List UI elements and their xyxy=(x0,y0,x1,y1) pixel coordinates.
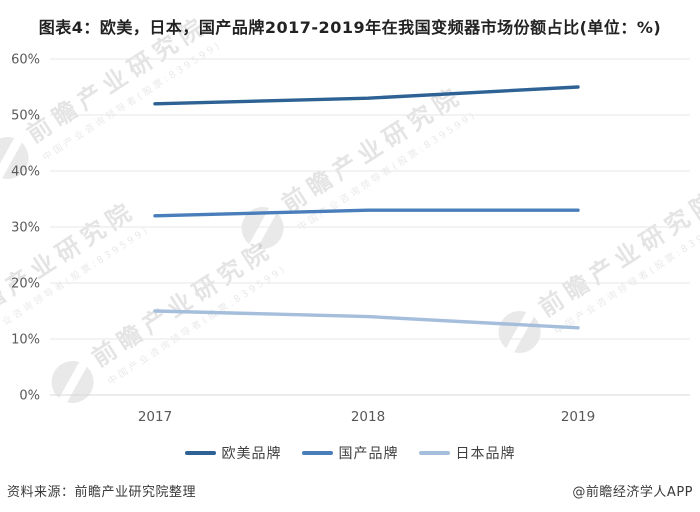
legend-item: 日本品牌 xyxy=(418,443,516,463)
legend-swatch xyxy=(301,451,333,455)
legend-item: 欧美品牌 xyxy=(184,443,282,463)
x-tick-label: 2018 xyxy=(351,409,385,425)
y-tick-label: 30% xyxy=(11,221,40,236)
source-note: 资料来源：前瞻产业研究院整理 xyxy=(7,485,197,500)
legend-label: 日本品牌 xyxy=(455,446,516,462)
y-tick-label: 50% xyxy=(11,109,40,124)
line-chart: 0% 10% 20% 30% 40% 50% 60% 2017 2018 2019 xyxy=(11,53,690,425)
y-tick-label: 0% xyxy=(19,389,40,404)
series-line xyxy=(153,208,580,218)
y-tick-label: 10% xyxy=(11,333,40,348)
legend-swatch xyxy=(418,451,450,455)
legend-swatch xyxy=(184,451,216,455)
y-tick-label: 60% xyxy=(11,53,40,68)
footer: 资料来源：前瞻产业研究院整理 @前瞻经济学人APP xyxy=(0,481,700,500)
chart-legend: 欧美品牌 国产品牌 日本品牌 xyxy=(0,443,700,463)
legend-label: 欧美品牌 xyxy=(221,446,282,462)
x-tick-label: 2019 xyxy=(561,409,595,425)
series-line xyxy=(153,309,580,330)
legend-label: 国产品牌 xyxy=(338,446,399,462)
y-tick-label: 40% xyxy=(11,165,40,180)
brand-credit: @前瞻经济学人APP xyxy=(572,485,693,500)
x-tick-label: 2017 xyxy=(138,409,172,425)
chart-title: 图表4：欧美，日本，国产品牌2017-2019年在我国变频器市场份额占比(单位：… xyxy=(38,18,662,37)
legend-item: 国产品牌 xyxy=(301,443,399,463)
series-line xyxy=(153,85,580,106)
y-tick-label: 20% xyxy=(11,277,40,292)
